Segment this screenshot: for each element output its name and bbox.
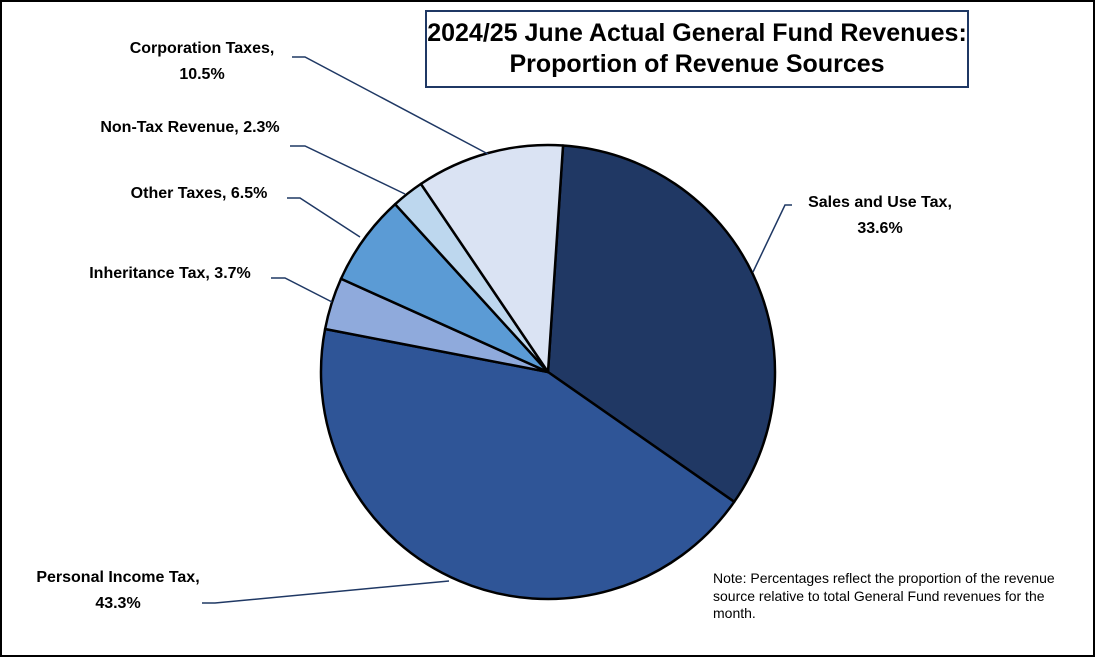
data-label-non-tax-revenue: Non-Tax Revenue, 2.3% [100, 119, 279, 136]
pie-slice-corporation-taxes [419, 143, 565, 374]
chart-note: Note: Percentages reflect the proportion… [713, 570, 1055, 621]
leader-line-non-tax-revenue [290, 145, 406, 195]
leader-line-inheritance-tax [271, 277, 333, 303]
data-label-other-taxes: Other Taxes, 6.5% [131, 185, 268, 202]
leader-line-corporation-taxes [292, 56, 489, 155]
data-label-inheritance-tax: Inheritance Tax, 3.7% [89, 265, 251, 282]
chart-title-line-2: Proportion of Revenue Sources [509, 50, 885, 78]
data-label-sales-and-use-tax: Sales and Use Tax, 33.6% [808, 194, 952, 237]
pie-slice-sales-and-use-tax [546, 144, 777, 504]
data-label-corporation-taxes: Corporation Taxes, 10.5% [130, 40, 275, 83]
chart-title: 2024/25 June Actual General Fund Revenue… [425, 10, 969, 88]
pie-slice-personal-income-tax [319, 327, 736, 601]
data-label-personal-income-tax: Personal Income Tax, 43.3% [36, 569, 199, 612]
leader-line-personal-income-tax [202, 580, 450, 604]
chart-title-line-1: 2024/25 June Actual General Fund Revenue… [427, 19, 967, 47]
leader-line-other-taxes [287, 197, 361, 238]
leader-line-sales-and-use-tax [752, 204, 792, 273]
